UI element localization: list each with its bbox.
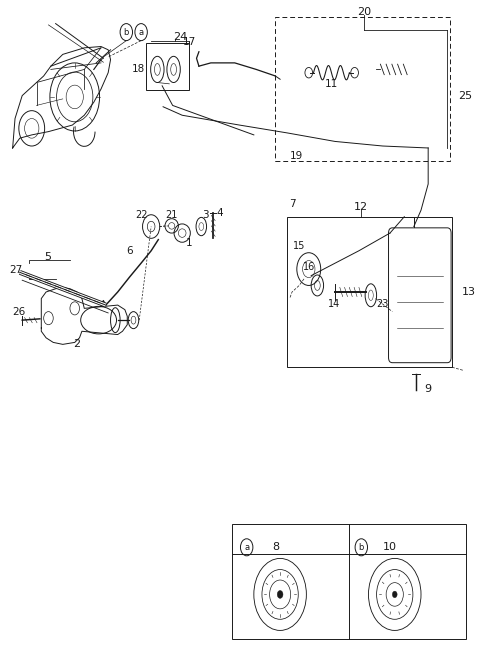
Text: 27: 27 bbox=[9, 266, 22, 276]
Text: 21: 21 bbox=[166, 210, 178, 220]
Text: 22: 22 bbox=[135, 210, 148, 220]
Text: 20: 20 bbox=[357, 7, 371, 18]
Bar bbox=[276, 17, 450, 161]
Bar bbox=[232, 524, 467, 639]
Text: 11: 11 bbox=[325, 79, 338, 89]
Text: 1: 1 bbox=[186, 238, 192, 248]
Text: 13: 13 bbox=[462, 287, 476, 297]
Text: 4: 4 bbox=[216, 209, 223, 218]
Text: 26: 26 bbox=[12, 306, 25, 317]
Bar bbox=[146, 43, 189, 91]
Text: 17: 17 bbox=[183, 37, 196, 47]
Text: b: b bbox=[359, 543, 364, 552]
Text: 16: 16 bbox=[303, 262, 315, 272]
Text: 23: 23 bbox=[377, 298, 389, 309]
Circle shape bbox=[392, 591, 397, 598]
Text: 6: 6 bbox=[126, 246, 133, 256]
Text: 15: 15 bbox=[293, 241, 305, 251]
Text: 9: 9 bbox=[425, 384, 432, 394]
Text: 24: 24 bbox=[173, 31, 187, 42]
Text: 25: 25 bbox=[458, 91, 472, 100]
Text: 19: 19 bbox=[290, 151, 303, 161]
Text: a: a bbox=[244, 543, 249, 552]
Text: 12: 12 bbox=[354, 202, 368, 212]
Text: 7: 7 bbox=[289, 199, 295, 209]
Bar bbox=[287, 216, 452, 367]
Text: 3: 3 bbox=[202, 210, 208, 220]
Text: a: a bbox=[139, 28, 144, 37]
Text: 2: 2 bbox=[73, 339, 81, 350]
Text: 5: 5 bbox=[44, 253, 51, 262]
Text: 18: 18 bbox=[132, 64, 145, 73]
Circle shape bbox=[277, 590, 283, 598]
Text: 8: 8 bbox=[272, 543, 279, 552]
Text: b: b bbox=[124, 28, 129, 37]
Text: 14: 14 bbox=[328, 298, 340, 309]
Text: 10: 10 bbox=[383, 543, 397, 552]
